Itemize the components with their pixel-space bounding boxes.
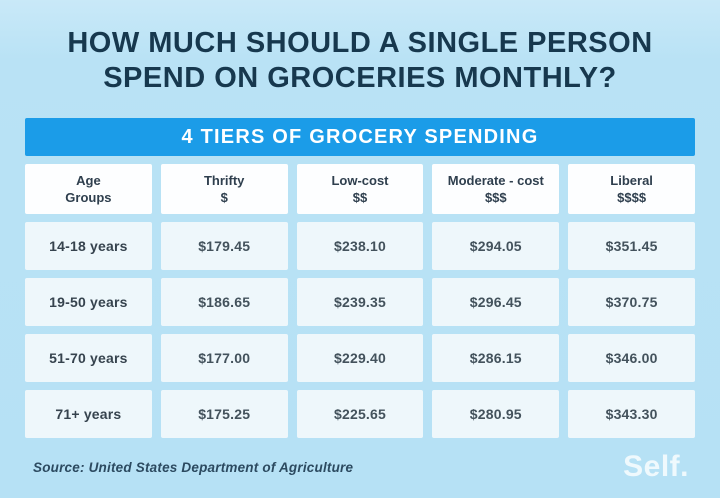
value-cell-71-plus-thrifty: $175.25 [160, 390, 288, 438]
self-logo: Self. [623, 450, 689, 483]
value-cell-51-70-liberal: $346.00 [568, 334, 695, 382]
table-banner: 4 TIERS OF GROCERY SPENDING [25, 118, 695, 156]
column-header-thrifty: Thrifty $ [160, 164, 288, 214]
column-header-tier-symbol: $ [220, 190, 228, 205]
source-attribution: Source: United States Department of Agri… [33, 459, 354, 475]
column-header-label: Low-cost [331, 173, 389, 188]
column-header-label: Moderate - cost [447, 173, 544, 188]
value-cell-19-50-low-cost: $239.35 [296, 278, 424, 326]
column-header-age-groups: Age Groups [25, 164, 152, 214]
column-header-low-cost: Low-cost $$ [296, 164, 424, 214]
age-cell-51-70: 51-70 years [25, 334, 152, 382]
column-header-label: Thrifty [203, 173, 245, 188]
value-cell-14-18-liberal: $351.45 [568, 222, 695, 270]
value-cell-19-50-thrifty: $186.65 [160, 278, 288, 326]
value-cell-19-50-liberal: $370.75 [568, 278, 695, 326]
page-title-line-1: HOW MUCH SHOULD A SINGLE PERSON [67, 27, 653, 59]
value-cell-19-50-moderate-cost: $296.45 [432, 278, 560, 326]
value-cell-71-plus-moderate-cost: $280.95 [432, 390, 560, 438]
value-cell-51-70-moderate-cost: $286.15 [432, 334, 560, 382]
value-cell-71-plus-low-cost: $225.65 [296, 390, 424, 438]
column-header-label: Age [76, 173, 101, 188]
value-cell-71-plus-liberal: $343.30 [568, 390, 695, 438]
value-cell-14-18-low-cost: $238.10 [296, 222, 424, 270]
footer: Source: United States Department of Agri… [25, 438, 695, 482]
value-cell-51-70-thrifty: $177.00 [160, 334, 288, 382]
column-header-tier-symbol: $$ [352, 190, 368, 205]
column-header-tier-symbol: Groups [65, 190, 112, 205]
age-cell-71-plus: 71+ years [25, 390, 152, 438]
page-title-line-2: SPEND ON GROCERIES MONTHLY? [103, 62, 617, 94]
column-header-liberal: Liberal $$$$ [568, 164, 695, 214]
spending-table: Age Groups Thrifty $ Low-cost $$ Moderat… [25, 164, 695, 438]
column-header-tier-symbol: $$$ [484, 190, 507, 205]
column-header-moderate-cost: Moderate - cost $$$ [432, 164, 560, 214]
value-cell-14-18-moderate-cost: $294.05 [432, 222, 560, 270]
value-cell-14-18-thrifty: $179.45 [160, 222, 288, 270]
column-header-tier-symbol: $$$$ [617, 190, 647, 205]
page-title: HOW MUCH SHOULD A SINGLE PERSON SPEND ON… [25, 26, 695, 96]
column-header-label: Liberal [610, 173, 653, 188]
age-cell-14-18: 14-18 years [25, 222, 152, 270]
age-cell-19-50: 19-50 years [25, 278, 152, 326]
value-cell-51-70-low-cost: $229.40 [296, 334, 424, 382]
